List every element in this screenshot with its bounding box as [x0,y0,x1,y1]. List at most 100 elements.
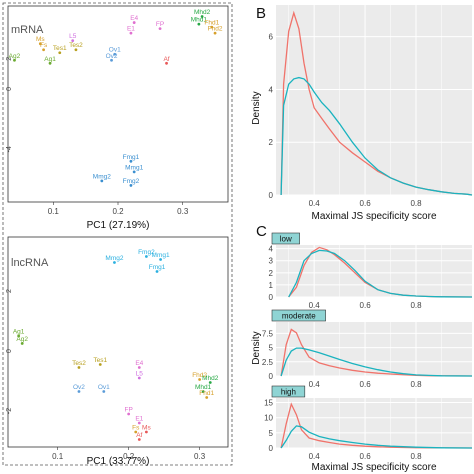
sample-label: Fhd2 [208,26,223,33]
sample-point [71,39,75,43]
sample-point [20,342,24,345]
x-tick-label: 0.6 [360,452,372,461]
sample-label: Mmg2 [105,255,123,262]
sample-label: Mhd2 [194,9,211,16]
sample-point [17,334,21,338]
facet-plot-area [276,245,472,297]
sample-point [197,22,201,26]
sample-point [144,255,148,258]
sample-label: E1 [135,416,143,423]
sample-point [42,48,45,52]
sample-point [201,390,205,393]
y-tick-label: 1 [269,281,274,290]
sample-point [144,430,148,434]
y-tick-label: 15 [264,399,273,408]
x-tick-label: 0.8 [410,301,422,310]
density-curve [280,402,473,449]
sample-point [129,184,133,187]
y-tick-label: 10 [264,414,273,423]
density-curve [288,249,473,298]
sample-label: Af [136,432,142,439]
y-tick-label: 2 [6,289,13,293]
sample-point [58,51,62,55]
sample-point [155,270,159,273]
x-tick-label: 0.4 [309,301,321,310]
sample-label: Ov2 [73,384,85,391]
sample-label: Fmg2 [123,178,140,185]
x-tick-label: 0.3 [177,207,189,216]
sample-label: Ov1 [98,384,110,391]
pca-lncrna-plot-area [7,236,229,448]
y-tick-label: 2 [269,138,274,147]
sample-point [127,412,131,416]
x-tick-label: 0.4 [309,380,321,389]
density-c-ylabel: Density [251,331,262,364]
sample-point [110,58,113,62]
sample-point [77,366,81,369]
sample-label: Ag1 [44,56,56,63]
y-tick-label: 0 [6,87,13,91]
pca-lncrna-xlabel: PC1 (33.77%) [87,456,150,467]
sample-label: Mmg1 [152,252,170,259]
sample-label: Tes2 [69,42,83,49]
sample-label: Fmg1 [123,154,140,161]
sample-point [129,31,133,35]
sample-point [205,396,209,399]
x-tick-label: 0.6 [360,380,372,389]
sample-point [158,27,162,31]
facet-strip [271,385,306,398]
y-tick-label: 2.5 [262,358,274,367]
facet-strip-label: high [281,388,296,397]
x-tick-label: 0.2 [112,207,124,216]
sample-point [137,376,141,380]
sample-point [137,421,141,425]
sample-label: Mmg2 [93,173,111,180]
sample-point [98,363,102,366]
pca-mrna-xlabel: PC1 (27.19%) [87,220,150,231]
sample-label: L5 [136,371,144,378]
facet-high: high 0 5 10 15 0.4 0.6 0.8 [264,385,473,461]
sample-point [132,170,136,174]
facet-plot-area [276,398,472,448]
x-tick-label: 0.4 [309,452,321,461]
sample-point [137,366,141,369]
y-tick-label: 0 [269,191,274,200]
x-tick-label: 0.8 [410,199,422,208]
facet-strip [271,309,326,322]
y-tick-label: 5 [269,429,274,438]
sample-point [100,179,104,183]
sample-label: Ov1 [109,47,121,54]
x-tick-label: 0.6 [360,199,372,208]
sample-label: Mmg1 [125,164,143,171]
facet-strip-label: moderate [282,312,316,321]
sample-point [159,258,162,261]
sample-point [113,261,116,264]
sample-label: Fhd1 [199,390,214,397]
sample-point [48,61,52,65]
sample-point [132,21,136,24]
density-curve [280,76,473,196]
y-tick-label: 0 [269,444,274,453]
y-tick-label: 0 [269,372,274,381]
sample-label: Ms [142,425,151,432]
y-tick-label: 6 [269,33,274,42]
density-b-xlabel: Maximal JS specificity score [311,211,436,222]
sample-label: Fs [40,42,48,49]
sample-label: Af [163,56,169,63]
y-tick-label: -2 [6,408,13,414]
sample-label: Fhd2 [192,372,207,379]
y-tick-label: 7.5 [262,329,274,338]
y-tick-label: 4 [269,85,274,94]
density-curve [280,425,473,449]
sample-point [77,390,81,393]
sample-label: Ms [36,36,45,43]
y-tick-label: 4 [269,245,274,254]
sample-label: Fmg2 [138,249,155,256]
y-tick-label: 2 [269,269,274,278]
x-tick-label: 0.3 [194,452,206,461]
facet-plot-area [276,322,472,376]
x-tick-label: 0.1 [52,452,64,461]
x-tick-label: 0.6 [360,301,372,310]
sample-point [213,31,217,35]
